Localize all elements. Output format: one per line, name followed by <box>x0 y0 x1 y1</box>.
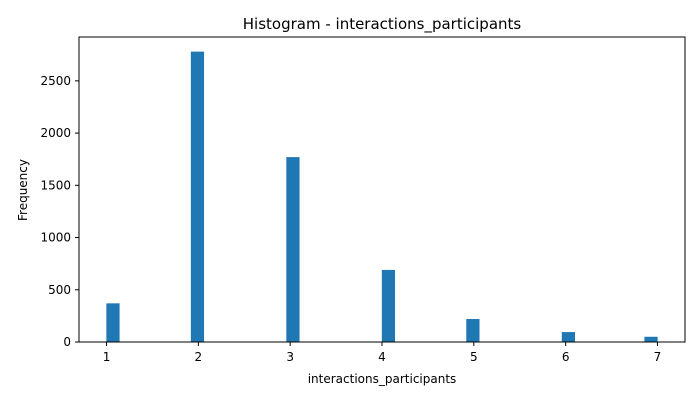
histogram-bar <box>466 319 480 342</box>
y-axis-label: Frequency <box>16 159 30 221</box>
x-tick-label: 4 <box>378 350 386 364</box>
histogram-bar <box>106 303 120 342</box>
bars-group <box>106 51 658 342</box>
chart-title: Histogram - interactions_participants <box>243 15 522 34</box>
y-tick-label: 1500 <box>40 178 71 192</box>
x-tick-label: 3 <box>286 350 294 364</box>
histogram-bar <box>561 332 576 342</box>
x-tick-label: 1 <box>103 350 111 364</box>
y-tick-label: 1000 <box>40 231 71 245</box>
y-tick-label: 500 <box>48 283 71 297</box>
plot-frame <box>78 36 686 343</box>
histogram-bar <box>286 157 300 342</box>
x-tick-label: 2 <box>195 350 203 364</box>
y-tick-label: 2500 <box>40 74 71 88</box>
x-axis-ticks: 1 2 3 4 5 6 7 <box>103 342 662 364</box>
histogram-bar <box>644 336 658 342</box>
histogram-bar <box>381 269 396 342</box>
x-axis-label: interactions_participants <box>308 372 457 386</box>
y-tick-label: 0 <box>63 335 71 349</box>
x-tick-label: 7 <box>654 350 662 364</box>
x-tick-label: 5 <box>470 350 478 364</box>
histogram-bar <box>190 51 205 342</box>
y-tick-label: 2000 <box>40 126 71 140</box>
x-tick-label: 6 <box>562 350 570 364</box>
y-axis-ticks: 0 500 1000 1500 2000 2500 <box>40 74 79 349</box>
